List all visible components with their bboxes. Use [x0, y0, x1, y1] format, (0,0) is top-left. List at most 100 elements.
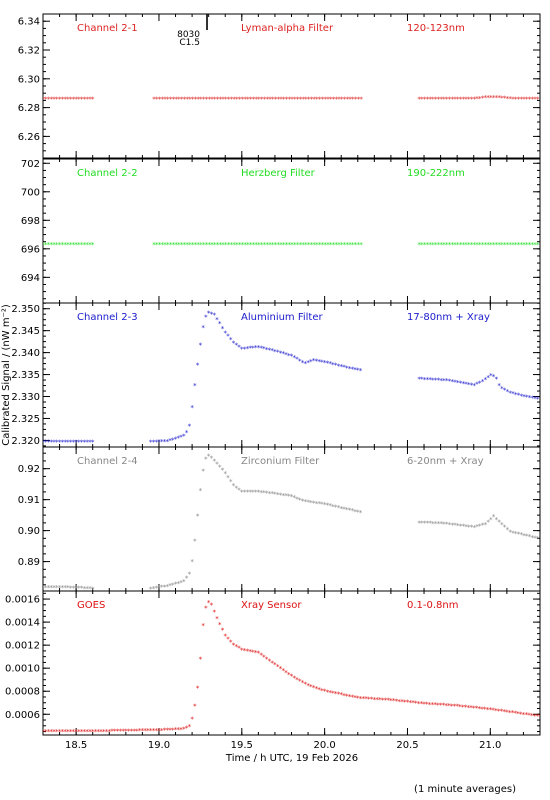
data-point: * — [514, 241, 518, 249]
data-point: * — [66, 241, 70, 249]
data-point: * — [185, 724, 189, 732]
data-point: * — [306, 499, 310, 507]
data-point: * — [149, 585, 153, 593]
data-point: * — [260, 95, 264, 103]
data-point: * — [428, 376, 432, 384]
data-point: * — [276, 241, 280, 249]
data-point: * — [464, 95, 468, 103]
data-point: * — [301, 497, 305, 505]
data-point: * — [310, 241, 314, 249]
data-point: * — [238, 95, 242, 103]
data-point: * — [312, 241, 316, 249]
data-point: * — [155, 95, 159, 103]
data-point: * — [154, 585, 158, 593]
data-point: * — [328, 502, 332, 510]
data-point: * — [262, 345, 266, 353]
data-point: * — [221, 241, 225, 249]
data-point: * — [442, 95, 446, 103]
data-point: * — [519, 710, 523, 718]
data-point: * — [500, 241, 504, 249]
y-tick-label: 6.34 — [18, 17, 40, 28]
data-point: * — [426, 241, 430, 249]
data-point: * — [105, 728, 109, 736]
data-point: * — [212, 458, 216, 466]
data-point: * — [317, 500, 321, 508]
data-point: * — [442, 377, 446, 385]
data-point: * — [492, 241, 496, 249]
data-point: * — [442, 520, 446, 528]
data-point: * — [340, 241, 344, 249]
data-point: * — [481, 378, 485, 386]
data-point: * — [337, 241, 341, 249]
data-point: * — [536, 396, 540, 404]
data-point: * — [506, 526, 510, 534]
data-point: * — [459, 241, 463, 249]
data-point: * — [411, 699, 415, 707]
data-point: * — [190, 558, 194, 566]
data-point: * — [351, 241, 355, 249]
data-point: * — [237, 486, 241, 494]
data-point: * — [511, 95, 515, 103]
data-point: * — [334, 362, 338, 370]
data-point: * — [55, 439, 59, 447]
data-point: * — [235, 241, 239, 249]
data-point: * — [345, 364, 349, 372]
data-point: * — [442, 702, 446, 710]
data-point: * — [508, 529, 512, 537]
data-point: * — [359, 695, 363, 703]
data-point: * — [74, 95, 78, 103]
data-point: * — [536, 241, 540, 249]
data-point: * — [121, 728, 125, 736]
data-point: * — [63, 439, 67, 447]
data-point: * — [461, 241, 465, 249]
data-point: * — [202, 95, 206, 103]
data-point: * — [52, 241, 56, 249]
data-point: * — [426, 376, 430, 384]
data-point: * — [58, 728, 62, 736]
data-point: * — [329, 241, 333, 249]
data-point: * — [478, 522, 482, 530]
data-point: * — [47, 728, 51, 736]
data-point: * — [196, 684, 200, 692]
data-point: * — [403, 698, 407, 706]
data-point: * — [309, 358, 313, 366]
data-point: * — [207, 310, 211, 318]
data-point: * — [61, 241, 65, 249]
data-point: * — [69, 439, 73, 447]
data-point: * — [168, 726, 172, 734]
data-point: * — [276, 491, 280, 499]
data-point: * — [384, 697, 388, 705]
y-tick-label: 0.0016 — [5, 595, 40, 606]
data-point: * — [528, 241, 532, 249]
data-point: * — [495, 376, 499, 384]
data-point: * — [85, 728, 89, 736]
data-point: * — [293, 494, 297, 502]
data-point: * — [312, 500, 316, 508]
data-point: * — [161, 95, 165, 103]
data-point: * — [194, 95, 198, 103]
data-point: * — [456, 95, 460, 103]
data-point: * — [83, 95, 87, 103]
y-tick-label: 700 — [21, 187, 40, 198]
data-point: * — [41, 241, 45, 249]
data-point: * — [470, 382, 474, 390]
data-point: * — [254, 649, 258, 657]
data-point: * — [464, 381, 468, 389]
data-point: * — [459, 522, 463, 530]
data-point: * — [191, 241, 195, 249]
data-point: * — [182, 726, 186, 734]
data-point: * — [517, 392, 521, 400]
data-point: * — [273, 661, 277, 669]
data-point: * — [249, 241, 253, 249]
data-point: * — [437, 241, 441, 249]
data-point: * — [276, 95, 280, 103]
data-point: * — [348, 241, 352, 249]
data-point: * — [456, 379, 460, 387]
data-point: * — [348, 693, 352, 701]
data-point: * — [63, 728, 67, 736]
data-point: * — [237, 344, 241, 352]
data-point: * — [538, 713, 542, 721]
data-point: * — [531, 241, 535, 249]
data-point: * — [257, 650, 261, 658]
data-point: * — [423, 520, 427, 528]
